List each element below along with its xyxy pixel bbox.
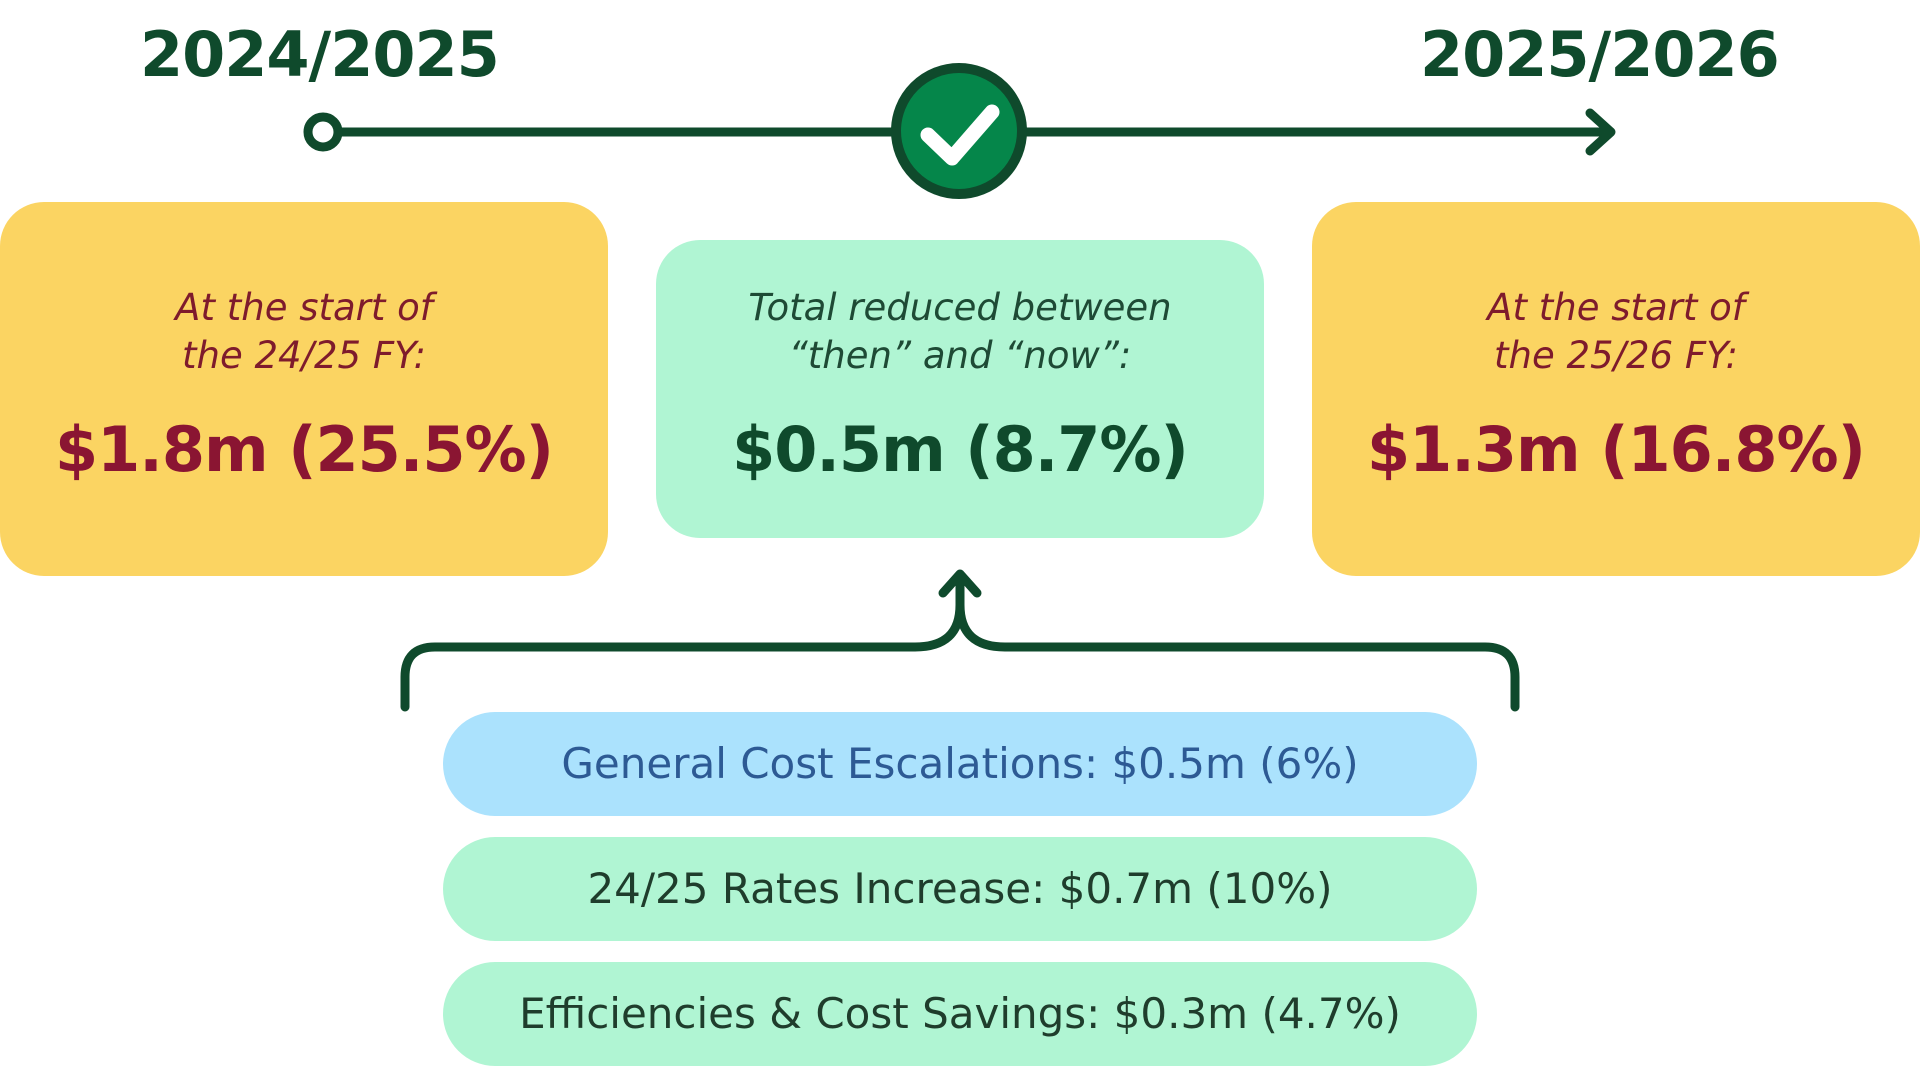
total-reduced-label: Total reduced between “then” and “now”:: [656, 284, 1264, 380]
arrow-right-icon: [1585, 108, 1616, 156]
total-reduced-label-line1: Total reduced between: [748, 286, 1172, 329]
start-balance-value: $1.8m (25.5%): [55, 413, 554, 486]
start-balance-label-line1: At the start of: [175, 286, 433, 329]
end-balance-value: $1.3m (16.8%): [1367, 413, 1866, 486]
components-brace: [400, 600, 1520, 712]
total-reduced-label-line2: “then” and “now”:: [788, 334, 1132, 377]
component-rates-increase: 24/25 Rates Increase: $0.7m (10%): [443, 837, 1477, 941]
end-balance-card: At the start of the 25/26 FY: $1.3m (16.…: [1312, 202, 1920, 576]
check-icon: [891, 63, 1027, 199]
end-balance-label-line1: At the start of: [1487, 286, 1745, 329]
start-balance-label-line2: the 24/25 FY:: [181, 334, 426, 377]
start-year-label: 2024/2025: [140, 18, 500, 91]
end-balance-label-line2: the 25/26 FY:: [1493, 334, 1738, 377]
total-reduced-value: $0.5m (8.7%): [732, 413, 1189, 486]
component-efficiencies: Efficiencies & Cost Savings: $0.3m (4.7%…: [443, 962, 1477, 1066]
total-reduced-card: Total reduced between “then” and “now”: …: [656, 240, 1264, 538]
end-balance-label: At the start of the 25/26 FY:: [1312, 284, 1920, 380]
start-balance-label: At the start of the 24/25 FY:: [0, 284, 608, 380]
arrow-up-icon: [938, 569, 982, 598]
end-year-label: 2025/2026: [1420, 18, 1780, 91]
circle-marker-icon: [303, 112, 343, 152]
component-cost-escalations: General Cost Escalations: $0.5m (6%): [443, 712, 1477, 816]
start-balance-card: At the start of the 24/25 FY: $1.8m (25.…: [0, 202, 608, 576]
